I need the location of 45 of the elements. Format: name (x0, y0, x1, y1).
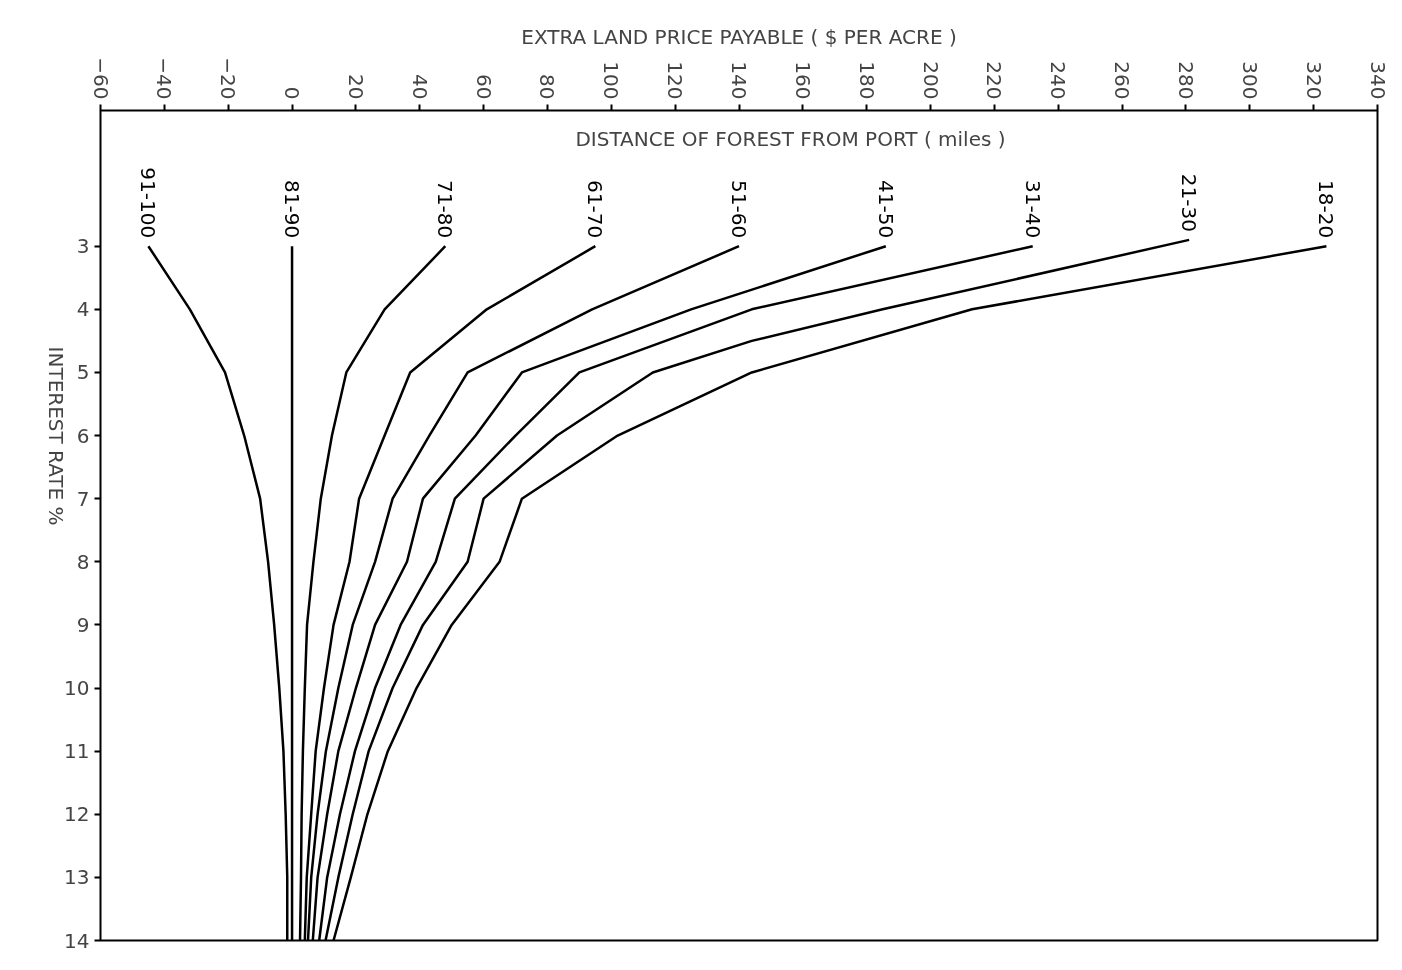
x-tick-label: 340 (1365, 61, 1390, 100)
x-tick-label: 220 (982, 61, 1007, 100)
y-tick-label: 7 (76, 486, 90, 511)
y-tick-label: 10 (64, 676, 90, 701)
x-tick-label: 80 (535, 74, 560, 100)
y-tick-label: 9 (76, 612, 90, 637)
y-tick-label: 12 (64, 802, 90, 827)
x-tick-label: 200 (918, 61, 943, 100)
text: 81-90 (280, 180, 305, 239)
y-tick-label: 6 (76, 423, 90, 448)
y-tick-label: 5 (76, 360, 90, 385)
x-axis-title: EXTRA LAND PRICE PAYABLE ( $ PER ACRE ) (521, 25, 957, 50)
x-tick-label: −40 (152, 57, 177, 100)
text: 41-50 (873, 180, 898, 239)
x-tick-label: 20 (343, 74, 368, 100)
text: 51-60 (727, 180, 751, 239)
y-tick-label: 3 (76, 234, 90, 259)
y-tick-label: 4 (76, 297, 90, 322)
x-tick-label: 240 (1046, 61, 1071, 100)
x-tick-label: 160 (790, 61, 815, 100)
x-tick-label: 100 (599, 61, 624, 100)
y-tick-label: 13 (64, 865, 90, 890)
text: 31-40 (1020, 180, 1045, 239)
text: 21-30 (1177, 173, 1202, 232)
text: 71-80 (433, 180, 458, 239)
x-tick-label: 120 (663, 61, 688, 100)
x-tick-label: 0 (280, 86, 305, 100)
y-tick-label: 14 (64, 928, 90, 953)
x-tick-label: 180 (854, 61, 879, 100)
x-tick-label: −60 (88, 57, 113, 100)
x-tick-label: 300 (1237, 61, 1262, 100)
x-tick-label: 140 (727, 61, 751, 100)
text: 61-70 (583, 180, 608, 239)
x-tick-label: 280 (1173, 61, 1198, 100)
x-tick-label: −20 (216, 57, 241, 100)
y-axis-title: INTEREST RATE % (44, 346, 69, 526)
text: 91-100 (136, 167, 161, 239)
annotation: DISTANCE OF FOREST FROM PORT ( miles ) (575, 126, 1006, 151)
x-tick-label: 40 (407, 74, 432, 100)
y-tick-label: 11 (64, 739, 90, 764)
x-tick-label: 320 (1301, 61, 1326, 100)
x-tick-label: 260 (1110, 61, 1135, 100)
y-tick-label: 8 (76, 549, 90, 574)
x-tick-label: 60 (471, 74, 496, 100)
text: 18-20 (1314, 180, 1339, 239)
